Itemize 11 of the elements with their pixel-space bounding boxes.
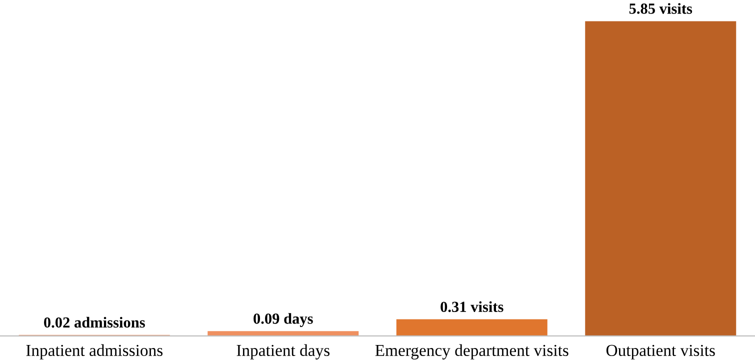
bar [585,21,736,336]
data-label: 0.31 visits [440,301,504,312]
data-label: 0.09 days [254,313,313,327]
x-tick-label: Inpatient days [236,344,330,360]
data-label: 5.85 visits [629,3,692,14]
bar [208,331,359,336]
data-label: 0.02 admissions [44,316,145,328]
bar [396,319,548,336]
x-tick-label: Emergency department visits [375,344,568,360]
x-tick-label: Outpatient visits [606,344,715,360]
x-tick-label: Inpatient admissions [26,344,163,360]
